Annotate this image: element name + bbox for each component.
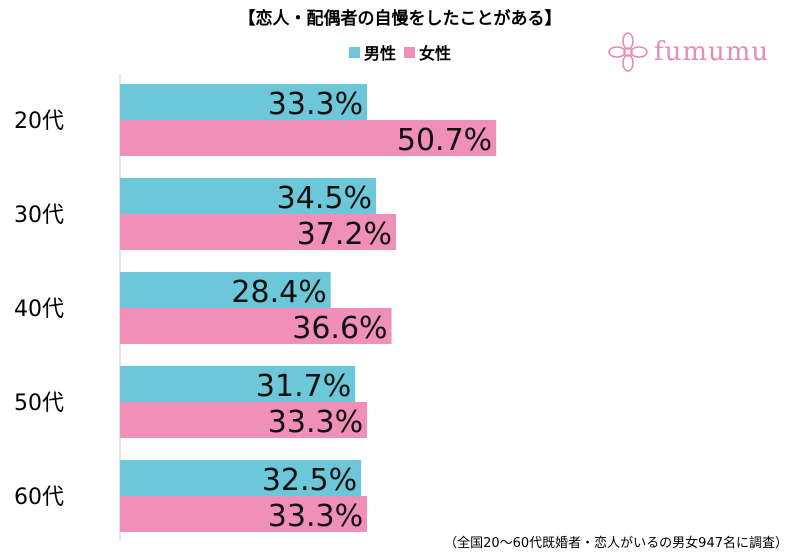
bar-female (120, 214, 397, 250)
bar-female (120, 308, 392, 344)
data-label: 36.6% (292, 311, 387, 346)
bar-female (120, 496, 368, 532)
bar-male (120, 272, 331, 308)
brand-logo: fumumu (608, 30, 778, 74)
survey-note: （全国20〜60代既婚者・恋人がいるの男女947名に調査） (444, 536, 788, 551)
category-label: 50代 (14, 391, 64, 416)
data-label: 33.3% (268, 499, 363, 534)
data-label: 33.3% (268, 405, 363, 440)
chart-title: 【恋人・配偶者の自慢をしたことがある】 (238, 9, 562, 29)
data-label: 34.5% (277, 181, 372, 216)
category-label: 40代 (14, 297, 64, 322)
data-label: 31.7% (256, 369, 351, 404)
bar-female (120, 120, 497, 156)
legend-item-male: 男性 (348, 40, 396, 64)
data-label: 37.2% (297, 217, 392, 252)
legend-label-female: 女性 (419, 44, 452, 63)
category-label: 20代 (14, 109, 64, 134)
flower-icon (608, 32, 648, 72)
legend-swatch-male (348, 46, 360, 58)
data-label: 32.5% (262, 463, 357, 498)
logo-text: fumumu (654, 37, 770, 67)
bar-male (120, 178, 376, 214)
bar-female (120, 402, 368, 438)
category-label: 60代 (14, 485, 64, 510)
data-label: 28.4% (231, 275, 326, 310)
bar-male (120, 84, 368, 120)
legend-label-male: 男性 (363, 44, 396, 63)
bar-male (120, 460, 362, 496)
legend-swatch-female (404, 46, 415, 58)
legend-item-female: 女性 (404, 40, 451, 64)
bar-male (120, 366, 356, 402)
category-label: 30代 (14, 203, 64, 228)
data-label: 50.7% (397, 123, 492, 158)
legend: 男性 女性 (0, 40, 800, 64)
data-label: 33.3% (268, 87, 363, 122)
